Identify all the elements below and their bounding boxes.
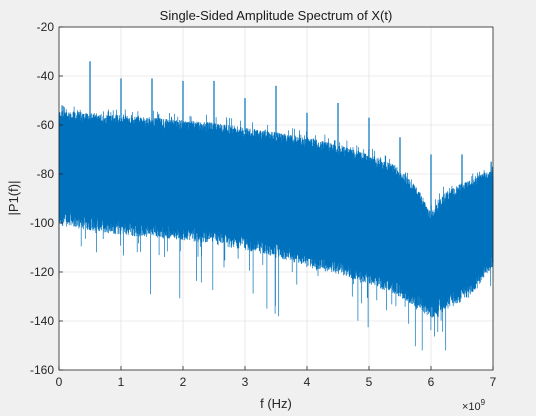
x-tick-label: 2 xyxy=(180,375,187,389)
y-axis-ticks: -160 -140 -120 -100 -80 -60 -40 -20 xyxy=(30,20,63,377)
x-axis-label: f (Hz) xyxy=(260,396,292,411)
x-axis-exponent: ×109 xyxy=(462,398,486,413)
y-tick-label: -40 xyxy=(37,69,55,83)
x-tick-label: 6 xyxy=(428,375,435,389)
chart-title: Single-Sided Amplitude Spectrum of X(t) xyxy=(160,8,393,23)
y-tick-label: -20 xyxy=(37,20,55,34)
x-tick-label: 5 xyxy=(366,375,373,389)
y-tick-label: -160 xyxy=(30,363,54,377)
x-tick-label: 0 xyxy=(56,375,63,389)
y-tick-label: -140 xyxy=(30,314,54,328)
y-tick-label: -80 xyxy=(37,167,55,181)
x-axis-ticks: 0 1 2 3 4 5 6 7 xyxy=(56,366,497,389)
y-tick-label: -120 xyxy=(30,265,54,279)
y-tick-label: -100 xyxy=(30,216,54,230)
spectrum-signal xyxy=(58,61,494,351)
x-tick-label: 1 xyxy=(118,375,125,389)
plot-frame xyxy=(58,26,494,371)
x-tick-label: 3 xyxy=(242,375,249,389)
x-tick-label: 7 xyxy=(490,375,497,389)
y-tick-label: -60 xyxy=(37,118,55,132)
x-exponent-base: ×10 xyxy=(462,401,481,413)
x-exponent-power: 9 xyxy=(481,398,486,407)
x-tick-label: 4 xyxy=(304,375,311,389)
y-axis-label: |P1(f)| xyxy=(6,181,21,216)
